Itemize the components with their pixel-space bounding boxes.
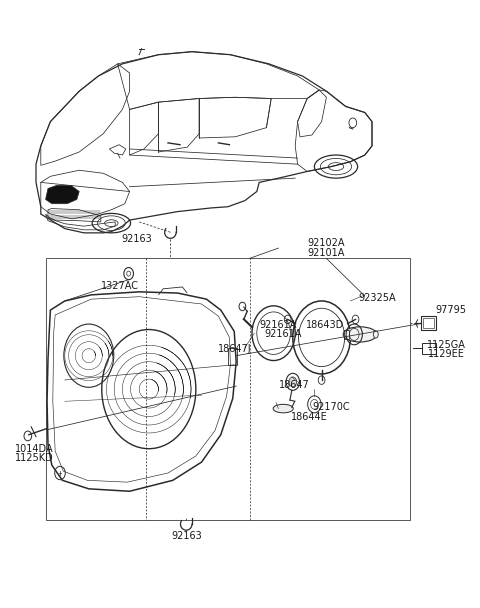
Ellipse shape bbox=[273, 404, 293, 413]
Text: 92161A: 92161A bbox=[260, 320, 297, 330]
Text: 92170C: 92170C bbox=[312, 402, 350, 412]
Text: 92101A: 92101A bbox=[308, 248, 345, 258]
Bar bbox=[421, 316, 436, 330]
Circle shape bbox=[289, 377, 297, 387]
Text: 18647J: 18647J bbox=[218, 344, 252, 354]
Bar bbox=[228, 348, 237, 365]
Text: 97795: 97795 bbox=[436, 305, 467, 315]
Ellipse shape bbox=[373, 331, 378, 338]
Bar bbox=[344, 330, 349, 339]
Text: 92163: 92163 bbox=[172, 531, 203, 541]
Polygon shape bbox=[46, 185, 79, 204]
Text: 1327AC: 1327AC bbox=[101, 281, 139, 291]
Text: 18643D: 18643D bbox=[306, 320, 345, 330]
Bar bbox=[422, 343, 436, 354]
Text: 1129EE: 1129EE bbox=[428, 350, 465, 359]
Bar bbox=[423, 318, 434, 328]
Text: 92163: 92163 bbox=[121, 234, 152, 244]
Text: 18644E: 18644E bbox=[291, 412, 328, 422]
Text: 1014DA: 1014DA bbox=[15, 444, 54, 454]
Text: 92325A: 92325A bbox=[358, 293, 396, 303]
Text: 1125GA: 1125GA bbox=[427, 340, 466, 350]
Text: 92102A: 92102A bbox=[308, 238, 345, 248]
Bar bbox=[46, 258, 410, 520]
Ellipse shape bbox=[343, 327, 377, 342]
Text: 1125KD: 1125KD bbox=[15, 453, 54, 463]
Text: 18647: 18647 bbox=[279, 380, 310, 390]
Text: 92161A: 92161A bbox=[264, 330, 302, 339]
